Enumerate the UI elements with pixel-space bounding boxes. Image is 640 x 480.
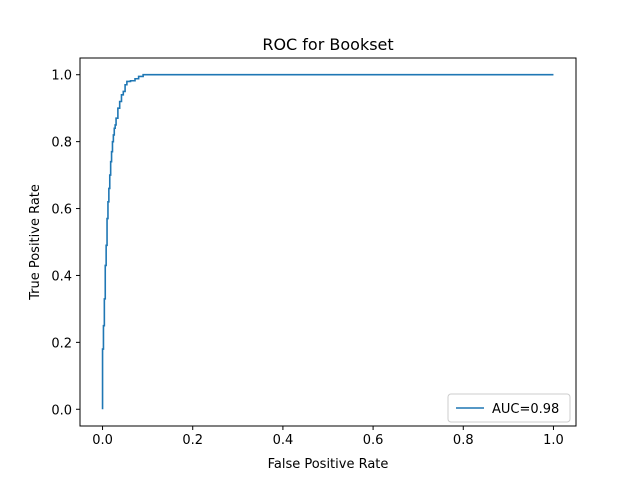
chart-title: ROC for Bookset: [262, 35, 393, 54]
x-tick-label: 0.0: [92, 433, 113, 448]
x-tick-label: 0.8: [453, 433, 474, 448]
y-tick-label: 1.0: [51, 69, 72, 84]
axis-ticks: 0.0 0.2 0.4 0.6 0.8 1.0 0.0 0.2 0.4 0.6 0.8 1.0: [51, 69, 563, 448]
roc-curve-line: [101, 73, 554, 410]
y-tick-label: 0.0: [51, 403, 72, 418]
y-tick-label: 0.8: [51, 136, 72, 151]
x-tick-label: 0.6: [363, 433, 384, 448]
legend-label-auc: AUC=0.98: [492, 402, 559, 417]
x-tick-label: 0.2: [182, 433, 203, 448]
y-axis-label: True Positive Rate: [28, 184, 43, 301]
axes-frame: [79, 57, 577, 427]
x-tick-label: 1.0: [543, 433, 564, 448]
y-tick-label: 0.6: [51, 203, 72, 218]
y-tick-label: 0.4: [51, 269, 72, 284]
series-layer: [101, 73, 554, 410]
legend-box: [447, 393, 571, 423]
x-axis-label: False Positive Rate: [268, 457, 389, 472]
x-tick-label: 0.4: [273, 433, 294, 448]
legend: AUC=0.98: [447, 393, 571, 423]
y-tick-label: 0.2: [51, 336, 72, 351]
